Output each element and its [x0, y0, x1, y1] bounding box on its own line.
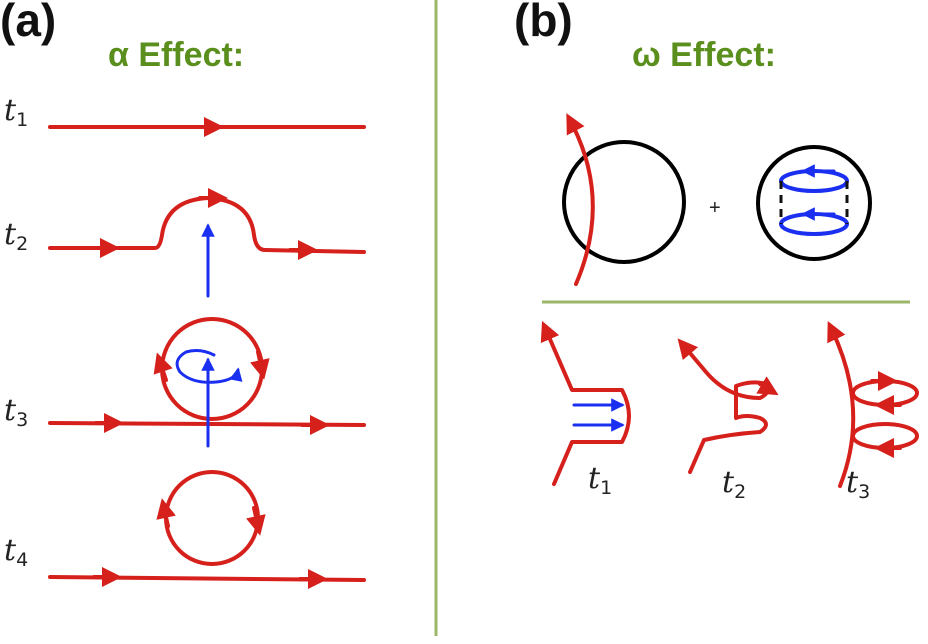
- helical-flow-arrow: [175, 349, 243, 384]
- toroidal-loop: [851, 422, 919, 450]
- panel-b-time-label-1: t1: [588, 461, 612, 499]
- omega-stage-t2: [677, 338, 779, 474]
- field-loop-arrow: [153, 352, 173, 382]
- rotating-sphere: [756, 145, 872, 261]
- field-loop-arrow: [246, 506, 266, 536]
- alpha-stage-t2: [48, 188, 366, 298]
- detached-field-loop: [164, 470, 260, 566]
- panel-b: (b) ω Effect: + t1 t2 t3: [514, 0, 919, 503]
- crossing-field-line: [566, 113, 595, 286]
- omega-stage-t3: [827, 320, 919, 488]
- alpha-stage-t3: [48, 317, 366, 448]
- alpha-stage-t4: [48, 470, 366, 589]
- wrapping-field-line: [677, 338, 770, 474]
- panel-b-time-label-3: t3: [846, 465, 870, 503]
- panel-a-title: α Effect:: [108, 36, 244, 74]
- field-loop-arrow: [156, 498, 176, 528]
- toroidal-loop: [851, 379, 919, 407]
- panel-a: (a) α Effect: t1 t2 t3 t4: [0, 0, 366, 589]
- plus-sign: +: [709, 197, 721, 219]
- field-loop-arrow: [250, 350, 270, 380]
- panel-a-label: (a): [0, 0, 56, 46]
- panel-a-time-label-3: t3: [4, 393, 28, 431]
- sphere: [562, 140, 686, 264]
- panel-b-title: ω Effect:: [632, 36, 776, 74]
- panel-b-label: (b): [514, 0, 573, 46]
- sheared-field-line: [540, 320, 631, 486]
- panel-a-time-label-4: t4: [4, 533, 28, 571]
- toroidal-field-line: [827, 320, 856, 488]
- panel-a-time-label-1: t1: [4, 93, 28, 131]
- panel-a-time-label-2: t2: [4, 217, 28, 255]
- panel-b-time-label-2: t2: [722, 465, 746, 503]
- differential-rotation: [779, 164, 849, 236]
- omega-top-row: +: [562, 113, 872, 286]
- field-line-arrow: [756, 376, 779, 396]
- omega-stage-t1: [540, 320, 631, 486]
